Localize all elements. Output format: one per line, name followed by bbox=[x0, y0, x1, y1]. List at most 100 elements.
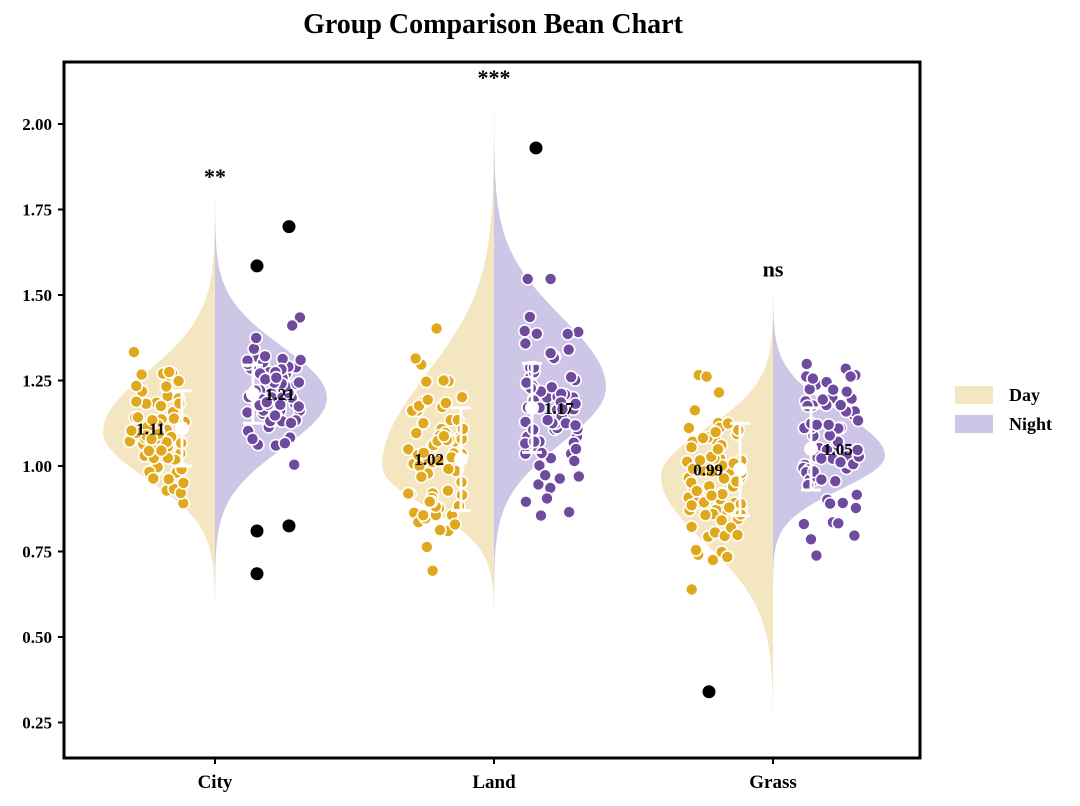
data-point bbox=[154, 443, 169, 458]
outlier-point bbox=[529, 141, 543, 155]
data-point bbox=[429, 321, 444, 336]
data-point bbox=[523, 310, 537, 324]
mean-label-night: 1.05 bbox=[823, 440, 853, 459]
data-point bbox=[704, 464, 719, 479]
data-point bbox=[436, 373, 451, 388]
y-tick-label: 1.00 bbox=[22, 457, 52, 476]
data-point bbox=[408, 351, 423, 366]
data-point bbox=[696, 431, 710, 445]
data-point bbox=[560, 327, 575, 341]
mean-label-night: 1.17 bbox=[544, 399, 574, 418]
data-point bbox=[799, 357, 814, 371]
data-point bbox=[129, 379, 144, 393]
data-point bbox=[711, 442, 725, 457]
data-point bbox=[714, 513, 729, 528]
data-point bbox=[684, 498, 699, 513]
mean-label-day: 1.02 bbox=[414, 450, 444, 469]
data-point bbox=[171, 374, 186, 388]
data-point bbox=[562, 505, 576, 519]
legend-swatch-night bbox=[955, 415, 993, 433]
y-tick-label: 0.25 bbox=[22, 714, 52, 733]
data-point bbox=[540, 413, 555, 427]
data-point bbox=[531, 477, 546, 492]
data-point bbox=[245, 432, 260, 446]
data-point bbox=[689, 484, 704, 498]
data-point bbox=[176, 476, 191, 490]
data-point bbox=[569, 442, 583, 456]
data-point bbox=[422, 494, 437, 509]
data-point bbox=[712, 385, 726, 400]
mean-marker bbox=[525, 400, 539, 415]
data-point bbox=[129, 394, 144, 409]
data-point bbox=[124, 423, 139, 438]
outlier-point bbox=[282, 519, 296, 533]
data-point bbox=[268, 408, 282, 423]
data-point bbox=[142, 444, 156, 458]
data-point bbox=[269, 370, 284, 385]
data-point bbox=[552, 471, 567, 486]
data-point bbox=[720, 550, 735, 564]
data-point bbox=[708, 425, 723, 439]
significance-label: ** bbox=[204, 164, 226, 189]
y-tick-label: 1.75 bbox=[22, 201, 52, 220]
data-point bbox=[534, 508, 548, 523]
data-point bbox=[431, 453, 446, 468]
data-point bbox=[293, 353, 308, 367]
data-point bbox=[146, 471, 161, 486]
y-tick-label: 2.00 bbox=[22, 115, 52, 134]
data-point bbox=[850, 443, 865, 457]
bean-day bbox=[382, 82, 494, 637]
data-point bbox=[409, 426, 424, 440]
data-point bbox=[517, 324, 532, 338]
y-tick-label: 1.25 bbox=[22, 372, 52, 391]
data-point bbox=[293, 310, 307, 325]
x-tick-label: Land bbox=[472, 772, 516, 793]
data-point bbox=[684, 519, 699, 534]
data-point bbox=[851, 413, 865, 428]
data-point bbox=[278, 436, 292, 451]
data-point bbox=[419, 374, 434, 389]
data-point bbox=[162, 365, 176, 379]
data-point bbox=[416, 508, 431, 523]
legend-label-day: Day bbox=[1009, 385, 1040, 405]
data-point bbox=[804, 532, 818, 547]
data-point bbox=[284, 416, 298, 430]
mean-marker bbox=[733, 462, 747, 477]
data-point bbox=[456, 422, 470, 436]
data-point bbox=[814, 451, 829, 466]
data-point bbox=[704, 488, 719, 503]
data-point bbox=[527, 434, 542, 449]
legend: Day Night bbox=[955, 385, 1052, 434]
data-point bbox=[731, 423, 746, 437]
bean-group-land: 1.02 1.17 *** bbox=[382, 65, 606, 637]
outlier-point bbox=[282, 220, 296, 234]
data-point bbox=[439, 396, 453, 410]
data-point bbox=[258, 349, 272, 364]
data-point bbox=[814, 472, 829, 487]
data-point bbox=[835, 496, 850, 510]
data-point bbox=[831, 516, 846, 531]
data-point bbox=[425, 563, 440, 578]
x-tick-label: Grass bbox=[749, 772, 797, 793]
data-point bbox=[519, 494, 533, 509]
data-point bbox=[826, 382, 841, 397]
data-point bbox=[821, 417, 836, 432]
data-point bbox=[291, 399, 306, 414]
data-point bbox=[809, 417, 824, 432]
outlier-point bbox=[250, 524, 264, 538]
legend-swatch-day bbox=[955, 386, 993, 404]
plot-frame bbox=[62, 60, 922, 760]
data-point bbox=[154, 399, 168, 413]
data-point bbox=[843, 369, 858, 384]
mean-label-day: 1.11 bbox=[136, 419, 165, 438]
data-point bbox=[145, 413, 160, 428]
data-point bbox=[688, 403, 702, 418]
data-point bbox=[518, 336, 533, 351]
mean-marker bbox=[804, 441, 818, 456]
data-point bbox=[441, 462, 456, 476]
data-point bbox=[420, 540, 434, 554]
data-point bbox=[249, 331, 264, 345]
data-point bbox=[285, 318, 300, 333]
data-point bbox=[815, 392, 830, 407]
